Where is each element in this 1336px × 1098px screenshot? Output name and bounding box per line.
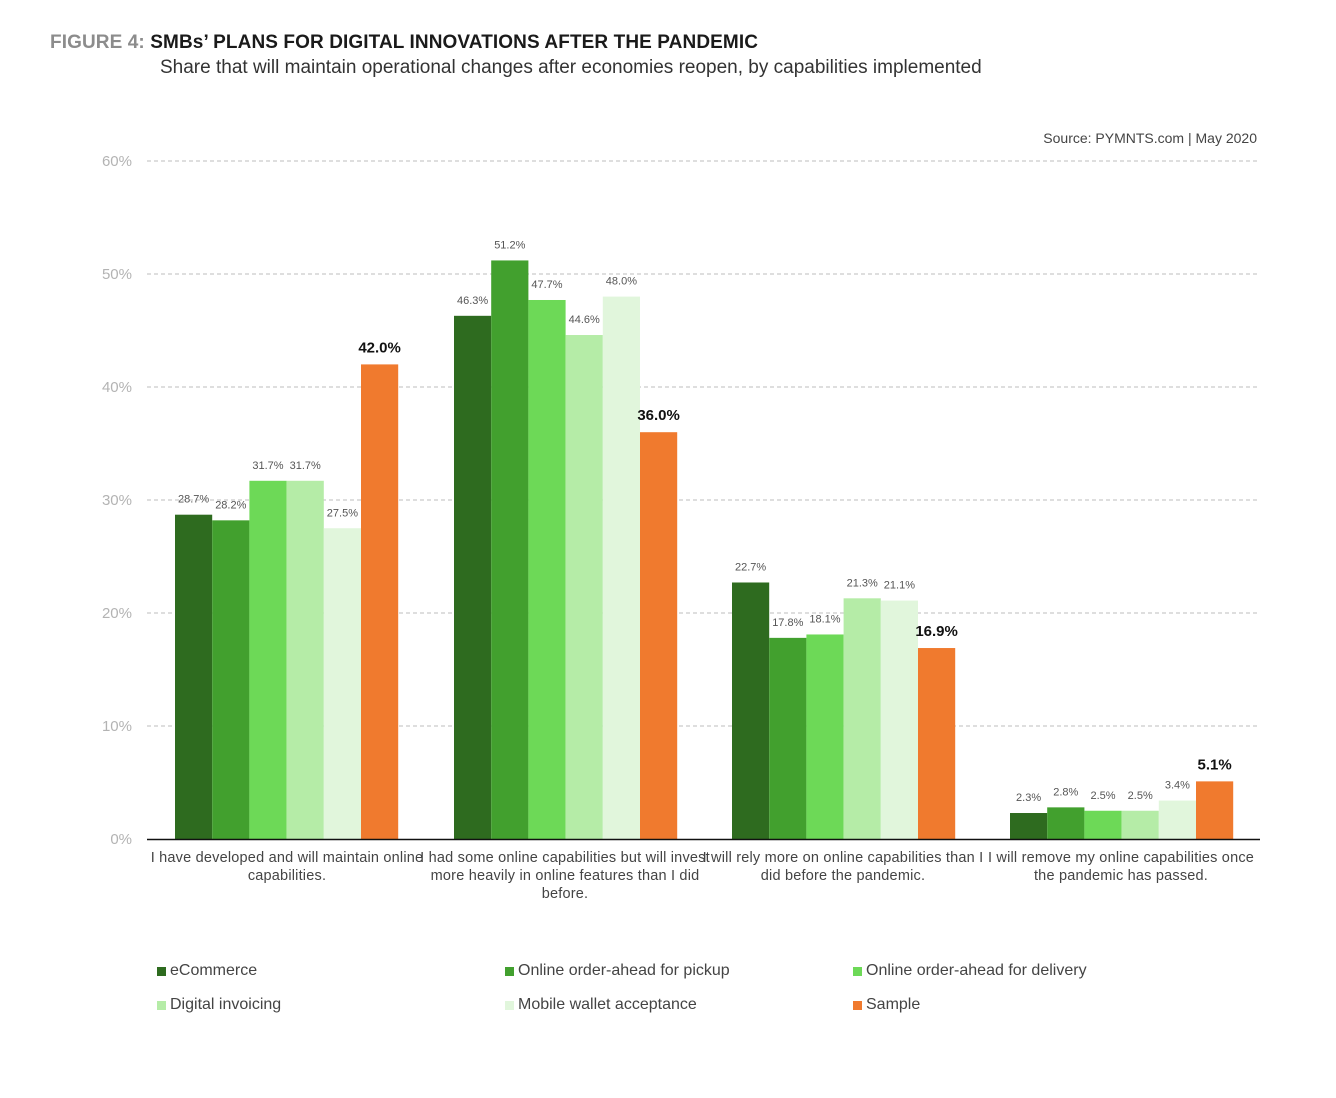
source-note: Source: PYMNTS.com | May 2020 (1043, 130, 1257, 146)
figure-number: FIGURE 4: (50, 32, 145, 53)
legend-swatch-icon (505, 966, 514, 976)
bar (1196, 781, 1234, 839)
legend-label: Sample (866, 996, 921, 1013)
data-label: 3.4% (1165, 780, 1190, 792)
legend-label: Mobile wallet acceptance (518, 996, 697, 1013)
data-label: 5.1% (1197, 756, 1231, 773)
legend-swatch-icon (505, 1000, 514, 1010)
bar (769, 637, 807, 839)
bar (361, 364, 399, 839)
y-tick-label: 30% (102, 492, 132, 509)
bar (880, 600, 918, 839)
y-tick-label: 20% (102, 605, 132, 622)
bar (528, 299, 566, 839)
y-tick-label: 60% (102, 153, 132, 170)
legend-item: Online order-ahead for delivery (853, 962, 1087, 980)
bar (1047, 807, 1085, 839)
legend-item: Mobile wallet acceptance (505, 996, 697, 1014)
y-tick-label: 40% (102, 379, 132, 396)
legend-swatch-icon (157, 966, 166, 976)
data-label: 36.0% (637, 407, 680, 424)
legend-swatch-icon (853, 966, 862, 976)
legend-label: Online order-ahead for delivery (866, 962, 1087, 979)
data-label: 31.7% (252, 460, 283, 472)
legend-item: Digital invoicing (157, 996, 281, 1014)
bar (1084, 810, 1122, 839)
data-label: 18.1% (809, 613, 840, 625)
y-tick-label: 0% (110, 831, 132, 848)
legend-item: Sample (853, 996, 920, 1014)
bar (1010, 813, 1048, 839)
legend-label: Digital invoicing (170, 996, 282, 1013)
data-label: 2.5% (1128, 790, 1153, 802)
x-category-label: I will rely more on online capabilities … (702, 850, 984, 884)
bar (640, 432, 678, 839)
legend-label: eCommerce (170, 962, 258, 979)
bar (323, 528, 361, 839)
data-label: 28.7% (178, 494, 209, 506)
legend-item: Online order-ahead for pickup (505, 962, 730, 980)
legend-item: eCommerce (157, 962, 257, 980)
data-label: 17.8% (772, 617, 803, 629)
figure-title: FIGURE 4: SMBs’ PLANS FOR DIGITAL INNOVA… (50, 32, 758, 54)
bar (286, 480, 324, 839)
data-label: 21.1% (884, 580, 915, 592)
data-label: 48.0% (606, 276, 637, 288)
data-label: 22.7% (735, 561, 766, 573)
data-label: 42.0% (358, 339, 401, 356)
bar (175, 514, 213, 839)
x-category-label: I had some online capabilities but will … (420, 850, 710, 902)
bar (454, 315, 492, 839)
data-label: 31.7% (290, 460, 321, 472)
data-label: 27.5% (327, 507, 358, 519)
data-label: 21.3% (847, 577, 878, 589)
data-label: 2.8% (1053, 786, 1078, 798)
data-label: 2.3% (1016, 792, 1041, 804)
x-category-label: I have developed and will maintain onlin… (150, 850, 424, 884)
data-label: 44.6% (569, 314, 600, 326)
data-label: 16.9% (915, 623, 958, 640)
bar (212, 520, 250, 839)
bar (602, 296, 640, 840)
bar (843, 598, 881, 839)
chart-title: SMBs’ PLANS FOR DIGITAL INNOVATIONS AFTE… (150, 32, 759, 53)
x-category-label: I will remove my online capabilities onc… (987, 850, 1255, 884)
bar (732, 582, 770, 839)
bar (565, 335, 603, 839)
bar (918, 648, 956, 839)
bar (249, 480, 287, 839)
legend-label: Online order-ahead for pickup (518, 962, 730, 979)
bar (1158, 800, 1196, 839)
data-label: 46.3% (457, 295, 488, 307)
y-tick-label: 10% (102, 718, 132, 735)
data-label: 28.2% (215, 499, 246, 511)
bar (1121, 810, 1159, 839)
data-label: 47.7% (531, 279, 562, 291)
data-label: 51.2% (494, 239, 525, 251)
y-tick-label: 50% (102, 266, 132, 283)
legend-swatch-icon (853, 1000, 862, 1010)
chart-subtitle: Share that will maintain operational cha… (160, 57, 982, 78)
data-label: 2.5% (1090, 790, 1115, 802)
bar (491, 260, 529, 839)
bar (806, 634, 844, 839)
legend-swatch-icon (157, 1000, 166, 1010)
